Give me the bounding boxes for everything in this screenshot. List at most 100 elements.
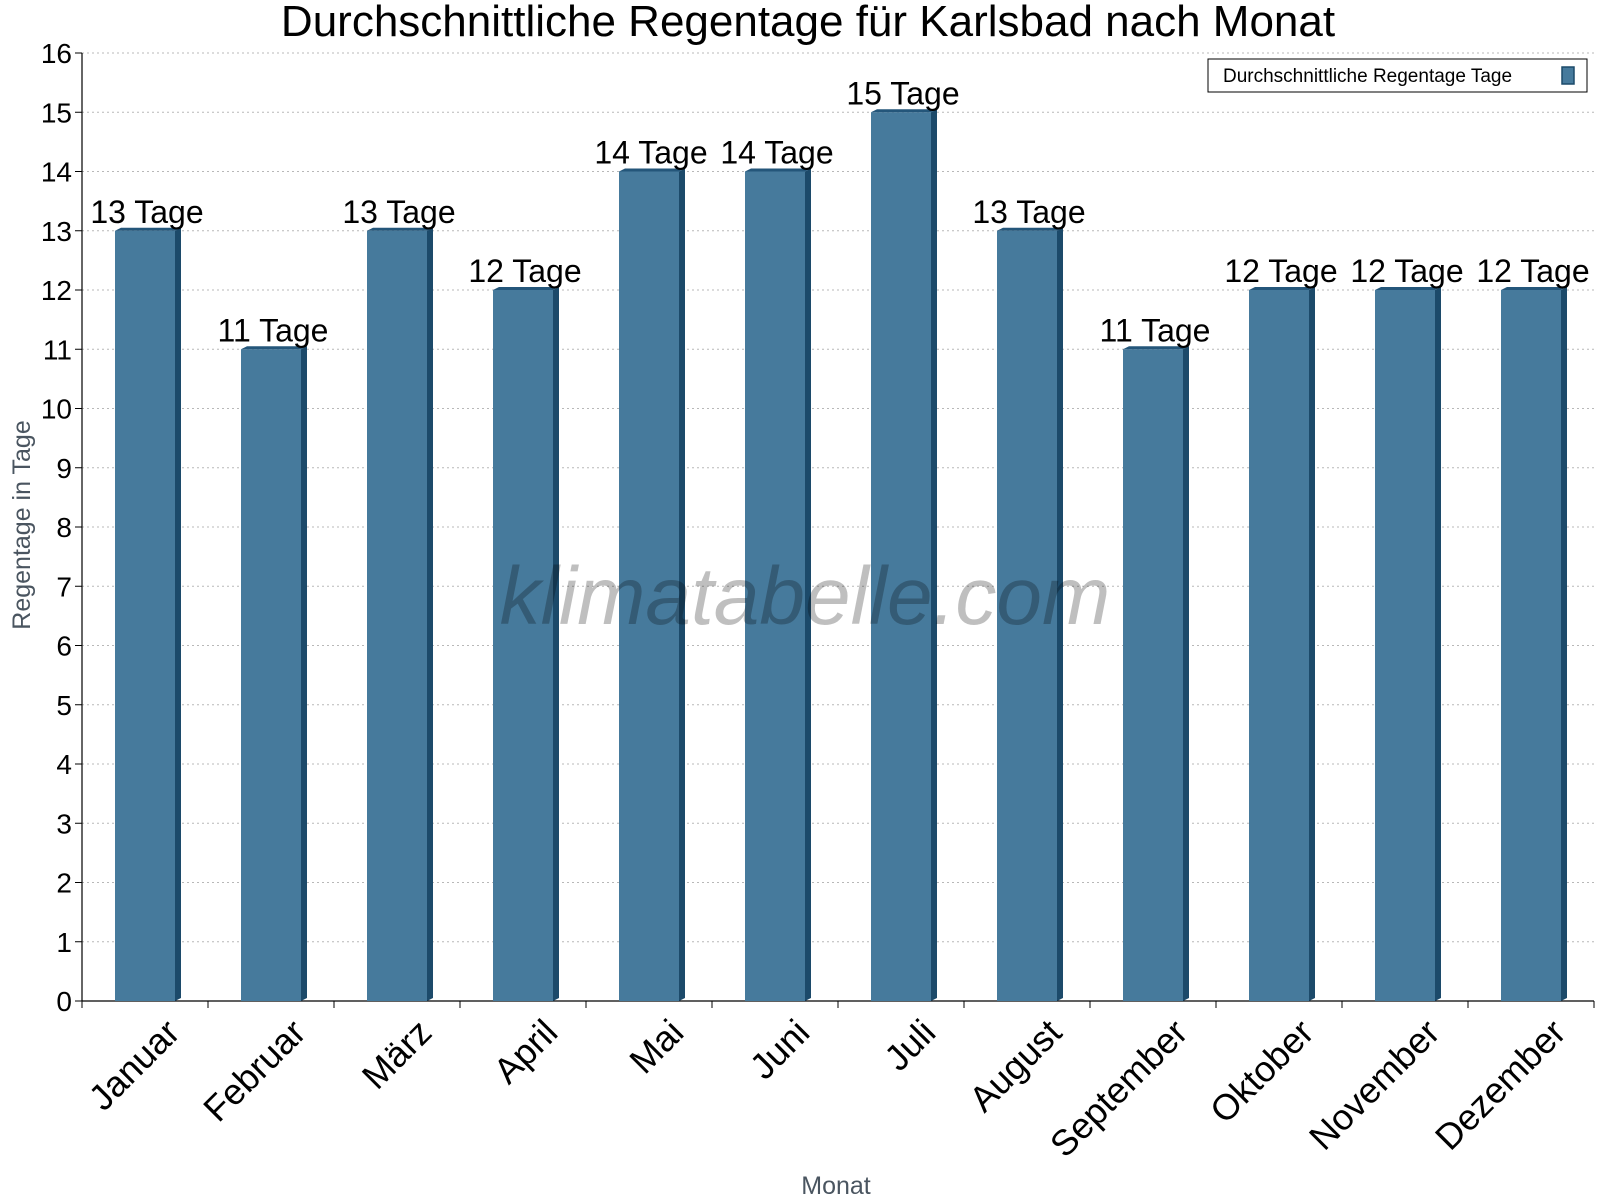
y-tick-label: 2 <box>56 868 72 899</box>
y-tick-label: 8 <box>56 512 72 543</box>
bar-side <box>1183 346 1189 1001</box>
y-tick-label: 7 <box>56 571 72 602</box>
legend: Durchschnittliche Regentage Tage <box>1207 58 1588 93</box>
bar-top <box>115 227 181 231</box>
bar <box>997 227 1063 1001</box>
x-tick-label: Mai <box>621 1011 691 1081</box>
bar-face <box>619 171 679 1001</box>
y-tick-label: 11 <box>43 334 72 365</box>
bar-face <box>1375 290 1435 1001</box>
bar-face <box>241 349 301 1001</box>
bar-side <box>679 168 685 1001</box>
bar-face <box>115 230 175 1001</box>
bar-top <box>619 168 685 172</box>
bar-side <box>553 287 559 1001</box>
x-tick-label: März <box>354 1011 440 1097</box>
bar-face <box>745 171 805 1001</box>
bar-face <box>997 230 1057 1001</box>
data-label: 11 Tage <box>218 312 329 348</box>
axes <box>81 53 1595 1008</box>
legend-swatch <box>1561 66 1575 85</box>
bar-top <box>1123 346 1189 350</box>
data-label: 12 Tage <box>1476 253 1589 289</box>
chart-title: Durchschnittliche Regentage für Karlsbad… <box>281 0 1335 46</box>
y-axis-title: Regentage in Tage <box>8 420 36 629</box>
data-label: 14 Tage <box>594 135 707 171</box>
bar <box>1375 287 1441 1001</box>
x-tick-label: Oktober <box>1202 1011 1322 1131</box>
bar-top <box>493 287 559 290</box>
x-tick-label: Februar <box>195 1011 313 1129</box>
data-label: 13 Tage <box>972 194 1085 230</box>
data-label: 12 Tage <box>468 253 581 289</box>
y-tick-label: 3 <box>56 808 72 839</box>
y-tick-label: 5 <box>56 690 72 721</box>
y-tick-label: 4 <box>56 749 72 780</box>
bar-top <box>871 109 937 113</box>
data-labels: 13 Tage 11 Tage 13 Tage 12 Tage 14 Tage 14 Ta… <box>90 75 1589 348</box>
bar-face <box>1249 290 1309 1001</box>
x-axis-labels: Januar Februar März April Mai Juni Juli AugustS… <box>81 1011 1574 1165</box>
data-label: 13 Tage <box>90 194 203 230</box>
bar <box>745 168 811 1001</box>
y-tick-label: 16 <box>41 38 72 69</box>
data-label: 12 Tage <box>1350 253 1463 289</box>
bar-face <box>493 290 553 1001</box>
data-label: 13 Tage <box>342 194 455 230</box>
bar-face <box>871 112 931 1001</box>
x-tick-label: Juli <box>876 1011 943 1078</box>
bar <box>493 287 559 1001</box>
x-tick-label: August <box>961 1011 1069 1119</box>
bar-side <box>805 168 811 1001</box>
bar <box>1123 346 1189 1001</box>
bar-top <box>1375 287 1441 290</box>
bar-top <box>367 227 433 231</box>
data-label: 12 Tage <box>1224 253 1337 289</box>
bar <box>619 168 685 1001</box>
y-tick-label: 9 <box>56 453 72 484</box>
bar-face <box>1123 349 1183 1001</box>
bar <box>871 109 937 1001</box>
x-tick-label: April <box>485 1011 565 1091</box>
data-label: 11 Tage <box>1100 312 1211 348</box>
bar-face <box>367 230 427 1001</box>
x-tick-label: September <box>1042 1011 1196 1165</box>
bar <box>1501 287 1567 1001</box>
x-tick-label: November <box>1301 1011 1447 1157</box>
legend-box <box>1207 58 1588 93</box>
y-tick-label: 12 <box>41 275 72 306</box>
bar-side <box>1057 227 1063 1001</box>
x-tick-label: Dezember <box>1427 1011 1573 1157</box>
bar-side <box>931 109 937 1001</box>
data-label: 14 Tage <box>720 135 833 171</box>
bar-side <box>301 346 307 1001</box>
bars <box>115 109 1567 1001</box>
x-tick-label: Januar <box>81 1011 188 1118</box>
bar-top <box>241 346 307 350</box>
legend-label: Durchschnittliche Regentage Tage <box>1223 66 1512 87</box>
bar-side <box>427 227 433 1001</box>
x-axis-title: Monat <box>801 1172 871 1200</box>
y-tick-label: 14 <box>41 157 72 188</box>
bar-side <box>175 227 181 1001</box>
y-tick-label: 6 <box>56 631 72 662</box>
bar <box>115 227 181 1001</box>
bar-top <box>745 168 811 172</box>
bar-top <box>997 227 1063 231</box>
watermark: klimatabelle.com <box>500 551 1111 642</box>
bar-side <box>1309 287 1315 1001</box>
bar-top <box>1501 287 1567 290</box>
y-tick-label: 1 <box>56 927 72 958</box>
bar-side <box>1435 287 1441 1001</box>
bar-side <box>1561 287 1567 1001</box>
bar <box>1249 287 1315 1001</box>
bar-top <box>1249 287 1315 290</box>
bar-face <box>1501 290 1561 1001</box>
y-tick-label: 15 <box>41 97 72 128</box>
gridlines <box>82 52 1594 943</box>
bar <box>241 346 307 1001</box>
y-tick-label: 13 <box>41 216 72 247</box>
x-tick-label: Juni <box>742 1011 818 1087</box>
